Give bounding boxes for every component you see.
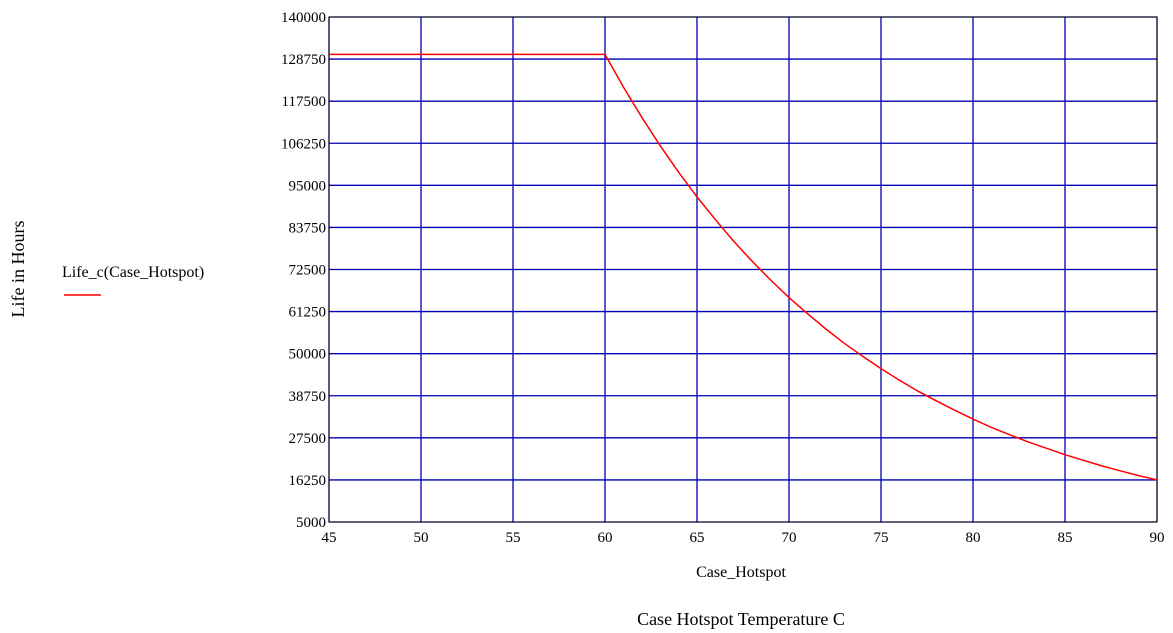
x-tick-label: 75 [874, 530, 889, 546]
series-layer [329, 53, 1158, 481]
x-tick-label: 60 [598, 530, 613, 546]
grid-lines [328, 16, 1158, 523]
x-tick-label: 90 [1150, 530, 1165, 546]
x-axis-label: Case_Hotspot [696, 564, 786, 581]
y-tick-label: 95000 [289, 178, 327, 194]
plot-frame [328, 16, 1158, 523]
y-tick-label: 5000 [296, 515, 326, 531]
y-tick-label: 106250 [281, 136, 326, 152]
y-axis-label: Life in Hours [8, 221, 28, 318]
y-tick-label: 140000 [281, 10, 326, 26]
y-tick-label: 27500 [289, 431, 327, 447]
x-tick-label: 50 [414, 530, 429, 546]
y-tick-labels: 5000 16250 27500 38750 50000 61250 72500 83750 9… [281, 10, 326, 531]
x-axis-description: Case Hotspot Temperature C [637, 609, 845, 629]
y-tick-label: 61250 [289, 305, 327, 321]
y-tick-label: 83750 [289, 220, 327, 236]
y-tick-label: 117500 [282, 94, 326, 110]
x-tick-label: 85 [1058, 530, 1073, 546]
x-tick-label: 70 [782, 530, 797, 546]
y-tick-label: 128750 [281, 52, 326, 68]
series-line-0 [329, 53, 1158, 481]
legend-label: Life_c(Case_Hotspot) [62, 264, 204, 281]
x-tick-labels: 45 50 55 60 65 70 75 80 85 90 [322, 530, 1165, 546]
y-tick-label: 50000 [289, 347, 327, 363]
x-tick-label: 80 [966, 530, 981, 546]
x-tick-label: 65 [690, 530, 705, 546]
y-tick-label: 16250 [289, 473, 327, 489]
x-tick-label: 55 [506, 530, 521, 546]
x-tick-label: 45 [322, 530, 337, 546]
y-tick-label: 72500 [289, 263, 327, 279]
y-tick-label: 38750 [289, 389, 327, 405]
